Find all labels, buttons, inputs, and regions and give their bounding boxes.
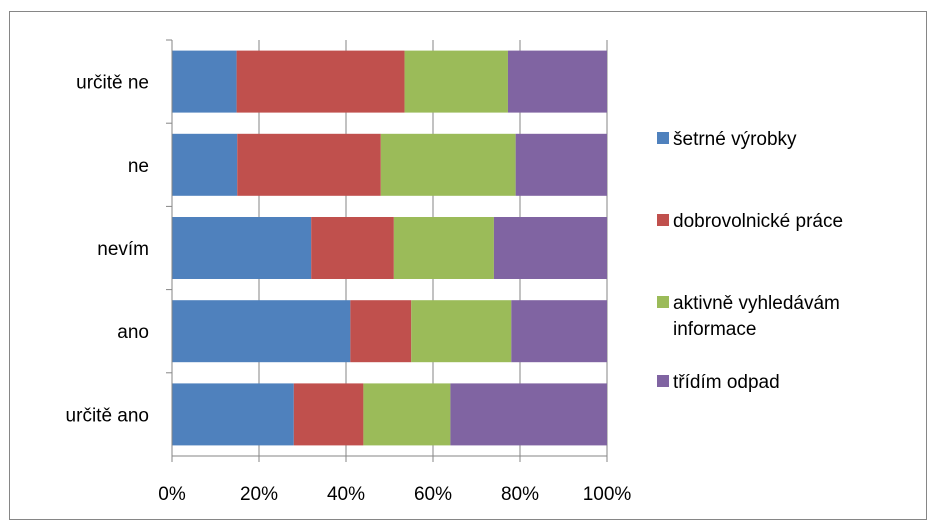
bar-segment [511,300,607,363]
bar-segment [172,133,238,196]
legend-swatch [657,296,669,308]
x-tick-label: 60% [414,484,452,505]
axes: 0% 20% 40% 60% 80% 100% určitě ano ano nevím ne ur… [66,39,632,505]
y-tick-label: určitě ano [66,405,149,426]
y-tick-label: ne [128,156,149,177]
y-tick-label: nevím [97,239,149,260]
bar-segment [450,383,607,446]
x-tick-label: 40% [327,484,365,505]
legend-label: třídím odpad [673,372,780,393]
bar-segment [515,133,607,196]
bar-segment [493,217,607,279]
legend-label: aktivně vyhledávám [673,293,840,314]
bar-segment [350,300,412,363]
bar-segment [236,50,405,113]
legend-swatch [657,375,669,387]
bars [172,50,607,446]
legend: šetrné výrobky dobrovolnické práce aktivně… [657,129,843,393]
y-tick-label: určitě ne [76,73,149,94]
bar-segment [411,300,512,363]
legend-label: dobrovolnické práce [673,211,843,232]
bar-segment [311,217,394,279]
bar-segment [172,50,237,113]
bar-segment [172,300,351,363]
bar-segment [172,383,294,446]
x-tick-label: 100% [583,484,632,505]
bar-segment [393,217,494,279]
bar-segment [363,383,451,446]
bar-segment [172,217,312,279]
x-tick-label: 20% [240,484,278,505]
legend-label: šetrné výrobky [673,129,797,150]
bar-segment [293,383,364,446]
y-tick-label: ano [117,322,149,343]
x-tick-label: 80% [501,484,539,505]
legend-label: informace [673,319,756,340]
legend-swatch [657,132,669,144]
x-tick-label: 0% [158,484,186,505]
legend-swatch [657,214,669,226]
bar-segment [404,50,508,113]
bar-segment [507,50,607,113]
bar-segment [380,133,516,196]
bar-segment [237,133,381,196]
